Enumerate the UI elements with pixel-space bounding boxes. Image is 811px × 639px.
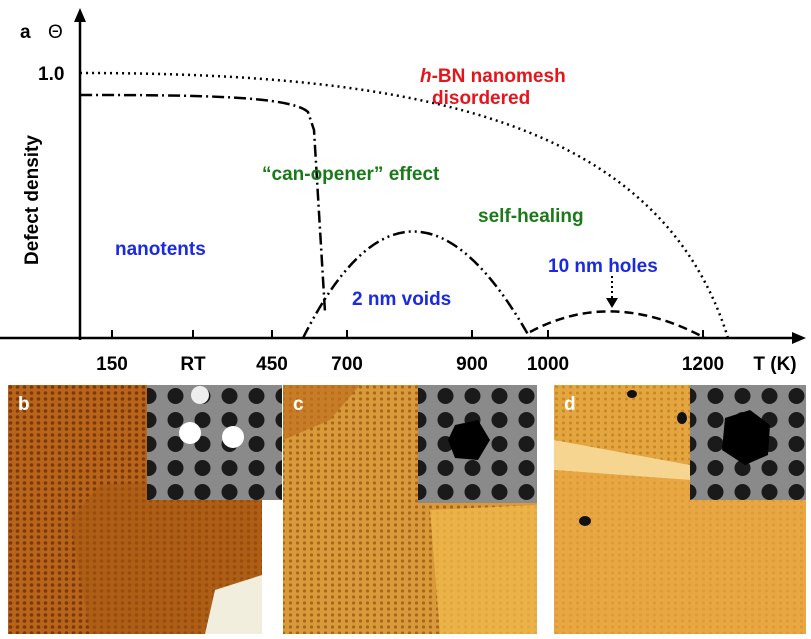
image-panel: d (554, 385, 806, 634)
x-axis-label: T (K) (753, 354, 796, 375)
x-tick-label: 150 (96, 354, 128, 375)
image-panel: b (8, 385, 282, 634)
panel-label: c (293, 394, 304, 415)
image-panel: c (283, 385, 537, 634)
x-tick-label: 1200 (682, 354, 724, 375)
y-symbol: Θ (48, 22, 63, 43)
x-tick-label: 1000 (527, 354, 569, 375)
annotation: self-healing (478, 206, 584, 227)
annotation: 2 nm voids (352, 289, 451, 310)
annotation-part: -BN nanomesh (432, 66, 566, 87)
annotation-part: h (420, 66, 432, 87)
annotation: disordered (432, 88, 530, 109)
y-tick-label: 1.0 (38, 64, 64, 85)
annotation: “can-opener” effect (262, 164, 440, 185)
x-tick-label: 700 (331, 354, 363, 375)
panel-label: a (20, 22, 31, 43)
x-tick-label: RT (180, 354, 206, 375)
panel-label: b (18, 394, 30, 415)
annotation: h-BN nanomesh (420, 66, 566, 87)
x-tick-label: 450 (256, 354, 288, 375)
labels: a Θ 1.0 Defect density 150 RT 450 700 90… (20, 22, 797, 375)
annotation: nanotents (115, 239, 206, 260)
x-tick-label: 900 (456, 354, 488, 375)
annotation: 10 nm holes (548, 256, 658, 277)
panel-label: d (564, 394, 576, 415)
figure: a Θ 1.0 Defect density 150 RT 450 700 90… (0, 0, 811, 634)
y-axis-label: Defect density (22, 135, 43, 265)
